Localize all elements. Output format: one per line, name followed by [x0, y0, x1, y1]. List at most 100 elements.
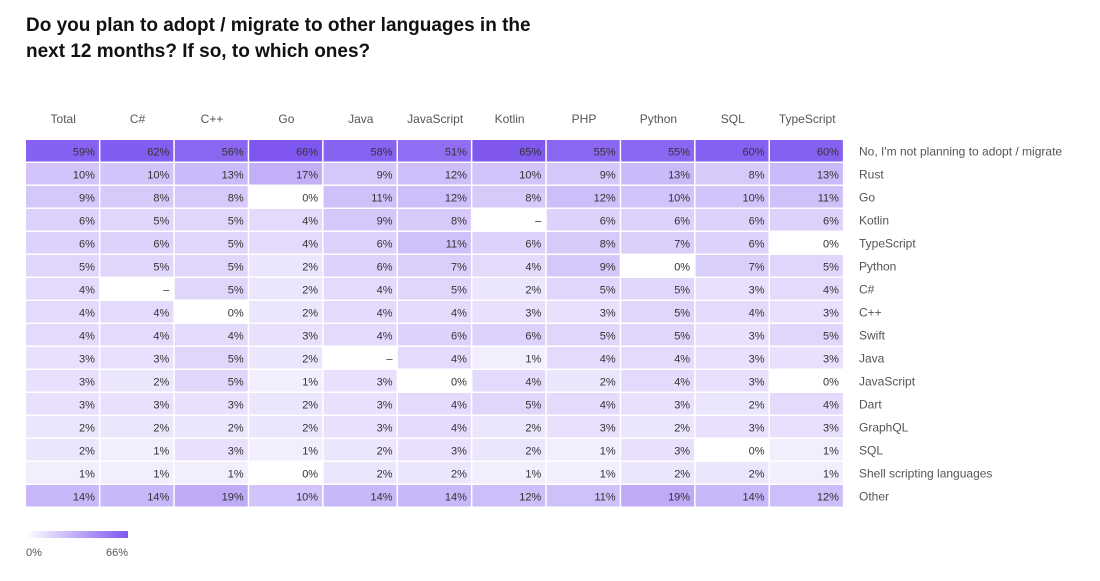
heatmap-cell — [174, 324, 248, 346]
heatmap-cell — [398, 370, 471, 392]
heatmap-cell — [621, 485, 695, 507]
cell-value-label: 56% — [222, 147, 244, 159]
heatmap-cell — [621, 416, 695, 438]
heatmap-cell — [323, 209, 397, 231]
cell-value-label: 5% — [228, 239, 244, 251]
heatmap-cell — [695, 393, 769, 415]
row-label: Java — [859, 352, 885, 366]
cell-value-label: 1% — [153, 469, 169, 481]
heatmap-cell — [26, 416, 99, 438]
cell-value-label: 5% — [525, 400, 541, 412]
heatmap-cell — [621, 255, 695, 277]
heatmap-cell — [472, 370, 546, 392]
heatmap-cell — [695, 485, 769, 507]
cell-value-label: 0% — [302, 193, 318, 205]
heatmap-cell — [695, 232, 769, 254]
heatmap-cell — [100, 301, 174, 323]
cell-value-label: 0% — [302, 469, 318, 481]
cell-value-label: 3% — [600, 423, 616, 435]
heatmap-cell — [174, 416, 248, 438]
heatmap-cell — [546, 301, 620, 323]
row-label: No, I'm not planning to adopt / migrate — [859, 145, 1062, 159]
cell-value-label: 1% — [79, 469, 95, 481]
heatmap-cell — [174, 485, 248, 507]
cell-value-label: 4% — [451, 308, 467, 320]
heatmap-cell — [770, 140, 843, 162]
cell-value-label: 9% — [600, 170, 616, 182]
heatmap-cell — [621, 370, 695, 392]
heatmap-cell — [695, 140, 769, 162]
heatmap-cell — [26, 255, 99, 277]
cell-value-label: 3% — [749, 331, 765, 343]
cell-value-label: 2% — [525, 285, 541, 297]
heatmap-cell — [398, 416, 471, 438]
cell-value-label: 4% — [525, 377, 541, 389]
cell-value-label: 1% — [302, 446, 318, 458]
cell-value-label: 4% — [79, 285, 95, 297]
heatmap-cell — [100, 393, 174, 415]
cell-value-label: 9% — [377, 216, 393, 228]
heatmap-cell — [472, 232, 546, 254]
legend-gradient-bar — [26, 531, 128, 538]
cell-value-label: 6% — [749, 239, 765, 251]
heatmap-cell — [621, 324, 695, 346]
heatmap-cell — [323, 255, 397, 277]
cell-value-label: 7% — [749, 262, 765, 274]
cell-value-label: 4% — [600, 400, 616, 412]
cell-value-label: 5% — [674, 285, 690, 297]
cell-value-label: 10% — [519, 170, 541, 182]
cell-value-label: 6% — [79, 216, 95, 228]
heatmap-cell — [249, 140, 323, 162]
row-label: Rust — [859, 168, 884, 182]
cell-value-label: 6% — [600, 216, 616, 228]
heatmap-cell — [100, 462, 174, 484]
cell-value-label: 19% — [222, 492, 244, 504]
heatmap-cell — [100, 255, 174, 277]
heatmap-cell — [26, 186, 99, 208]
cell-value-label: 4% — [451, 400, 467, 412]
row-label: C++ — [859, 306, 882, 320]
cell-value-label: 13% — [817, 170, 839, 182]
cell-value-label: 7% — [674, 239, 690, 251]
cell-value-label: 3% — [823, 354, 839, 366]
cell-value-label: 4% — [79, 331, 95, 343]
heatmap-cell — [695, 462, 769, 484]
heatmap-cell — [398, 462, 471, 484]
cell-value-label: 3% — [153, 354, 169, 366]
column-header: Python — [640, 112, 677, 126]
cell-value-label: 3% — [674, 446, 690, 458]
heatmap-cell — [770, 301, 843, 323]
cell-value-label: 1% — [823, 446, 839, 458]
heatmap-cell — [26, 324, 99, 346]
heatmap-cell — [249, 209, 323, 231]
row-label: Kotlin — [859, 214, 889, 228]
heatmap-cell — [546, 209, 620, 231]
cell-value-label: 9% — [79, 193, 95, 205]
cell-value-label: 1% — [228, 469, 244, 481]
heatmap-cell — [472, 209, 546, 231]
heatmap-cell — [100, 278, 174, 300]
heatmap-cell — [695, 370, 769, 392]
cell-value-label: 3% — [377, 377, 393, 389]
cell-value-label: 13% — [222, 170, 244, 182]
heatmap-cell — [472, 301, 546, 323]
cell-value-label: 5% — [228, 216, 244, 228]
cell-value-label: 4% — [153, 308, 169, 320]
heatmap-cell — [249, 462, 323, 484]
heatmap-cell — [174, 439, 248, 461]
heatmap-cell — [472, 324, 546, 346]
row-label: TypeScript — [859, 237, 916, 251]
cell-value-label: 6% — [525, 331, 541, 343]
cell-value-label: 3% — [823, 423, 839, 435]
heatmap-cell — [26, 278, 99, 300]
cell-value-label: 5% — [600, 331, 616, 343]
cell-value-label: 1% — [525, 354, 541, 366]
heatmap-cell — [249, 163, 323, 185]
heatmap-cell — [621, 209, 695, 231]
cell-value-label: 6% — [674, 216, 690, 228]
cell-value-label: 5% — [153, 262, 169, 274]
cell-value-label: 10% — [668, 193, 690, 205]
heatmap-cell — [546, 416, 620, 438]
heatmap-cell — [100, 232, 174, 254]
